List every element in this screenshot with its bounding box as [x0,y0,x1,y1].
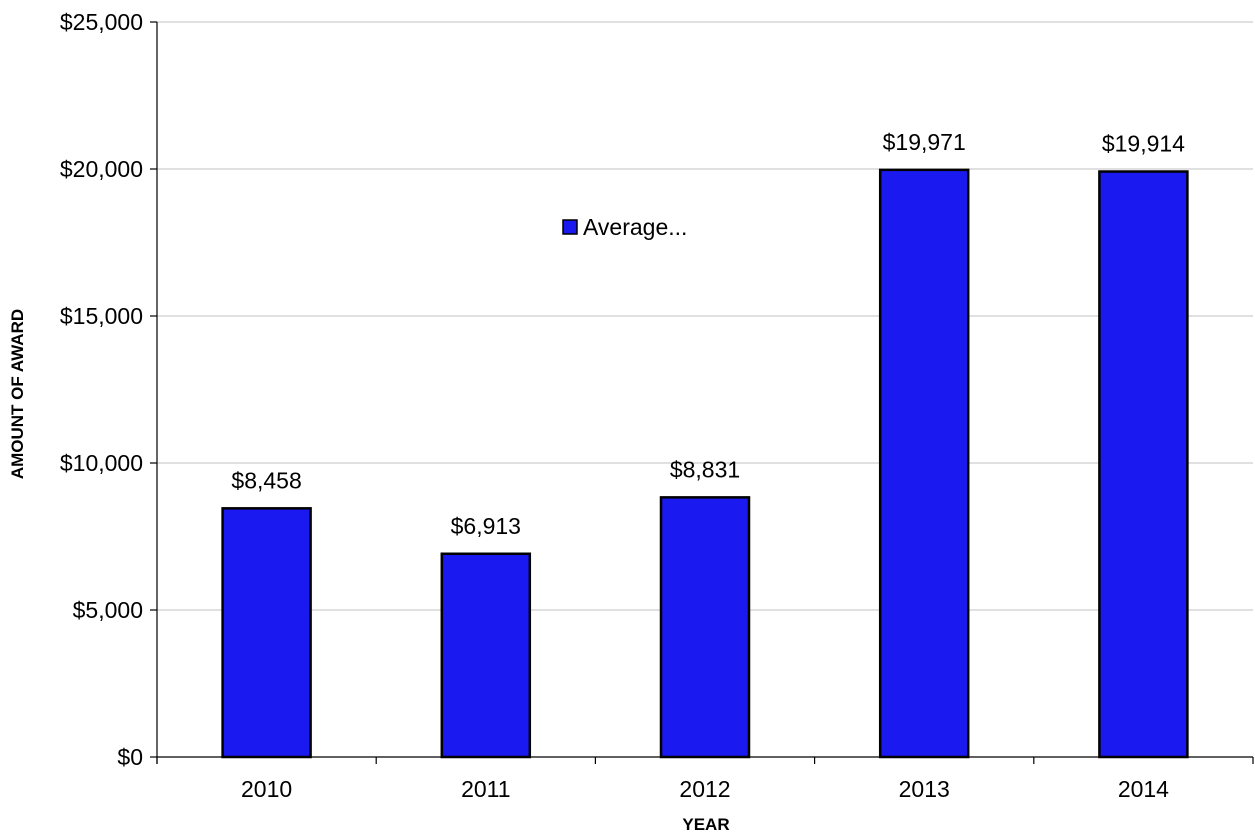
data-label-2012: $8,831 [670,456,740,482]
bar-2010 [221,507,312,759]
bar-2013 [878,168,970,759]
x-axis-title: YEAR [682,815,729,834]
data-labels: $8,458 $6,913 $8,831 $19,971 $19,914 [231,129,1185,539]
y-tick-label: $15,000 [60,303,143,329]
y-tick-label: $20,000 [60,156,143,182]
bar-2012 [659,496,751,759]
legend: Average... [562,214,687,240]
x-tick-labels: 2010 2011 2012 2013 2014 [241,776,1169,802]
x-tick-label-2013: 2013 [899,776,950,802]
legend-swatch [562,219,578,235]
y-tick-label: $5,000 [73,597,143,623]
axes [150,21,1254,764]
y-axis-title: AMOUNT OF AWARD [8,309,27,479]
legend-label: Average... [583,214,687,240]
x-tick-label-2010: 2010 [241,776,292,802]
y-tick-labels: $0 $5,000 $10,000 $15,000 $20,000 $25,000 [60,9,143,770]
data-label-2013: $19,971 [883,129,966,155]
x-tick-label-2014: 2014 [1118,776,1169,802]
x-tick-label-2012: 2012 [679,776,730,802]
bars [221,168,1189,759]
data-label-2014: $19,914 [1102,131,1185,157]
data-label-2011: $6,913 [451,513,521,539]
y-tick-label: $25,000 [60,9,143,35]
gridlines [157,21,1253,611]
data-label-2010: $8,458 [231,467,301,493]
y-tick-label: $10,000 [60,450,143,476]
bar-2014 [1098,170,1189,759]
y-tick-label: $0 [117,744,143,770]
bar-2011 [440,552,532,759]
x-tick-label-2011: 2011 [461,776,510,802]
